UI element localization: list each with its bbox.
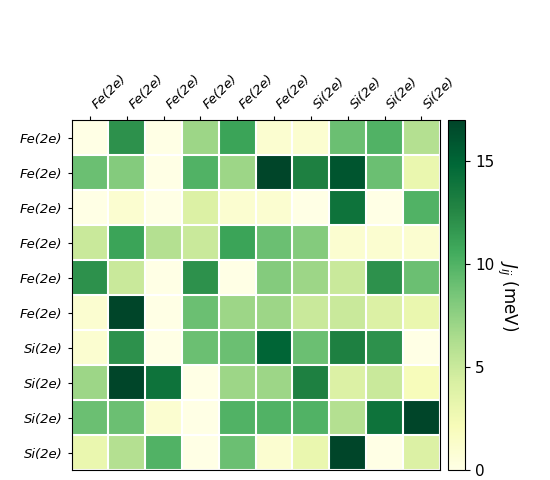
Y-axis label: $\mathit{J}_{ij}$ (meV): $\mathit{J}_{ij}$ (meV) — [495, 260, 519, 331]
